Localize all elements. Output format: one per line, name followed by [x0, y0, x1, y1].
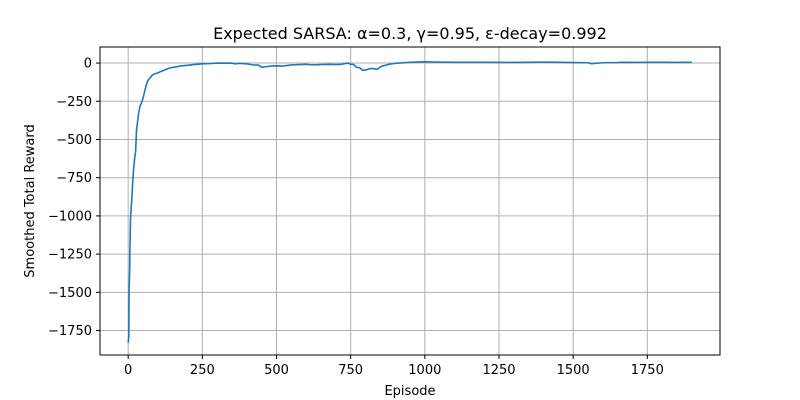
- x-tick-label: 1750: [631, 363, 664, 378]
- x-tick-label: 1000: [408, 363, 441, 378]
- x-axis-label: Episode: [384, 384, 435, 399]
- y-axis-label: Smoothed Total Reward: [23, 124, 38, 277]
- x-tick-label: 1250: [482, 363, 515, 378]
- y-tick-label: −250: [56, 95, 92, 110]
- plot-area: [127, 61, 692, 343]
- grid: [100, 47, 720, 355]
- y-tick-label: −1500: [48, 286, 92, 301]
- chart-title: Expected SARSA: α=0.3, γ=0.95, ε-decay=0…: [213, 24, 607, 43]
- y-tick-label: −500: [56, 133, 92, 148]
- x-tick-label: 500: [264, 363, 289, 378]
- x-tick-label: 250: [190, 363, 215, 378]
- x-tick-label: 1500: [557, 363, 590, 378]
- y-tick-label: −1250: [48, 248, 92, 263]
- y-tick-label: −1000: [48, 209, 92, 224]
- y-tick-label: −750: [56, 171, 92, 186]
- ticks: 0 250 500 750 1000 1250 1500 1750 0 −250 −500 −750 −…: [48, 57, 664, 378]
- y-tick-label: 0: [84, 57, 92, 72]
- x-tick-label: 750: [338, 363, 363, 378]
- x-tick-label: 0: [124, 363, 132, 378]
- series-line: [127, 61, 692, 343]
- axes-frame: [99, 46, 721, 356]
- y-tick-label: −1750: [48, 324, 92, 339]
